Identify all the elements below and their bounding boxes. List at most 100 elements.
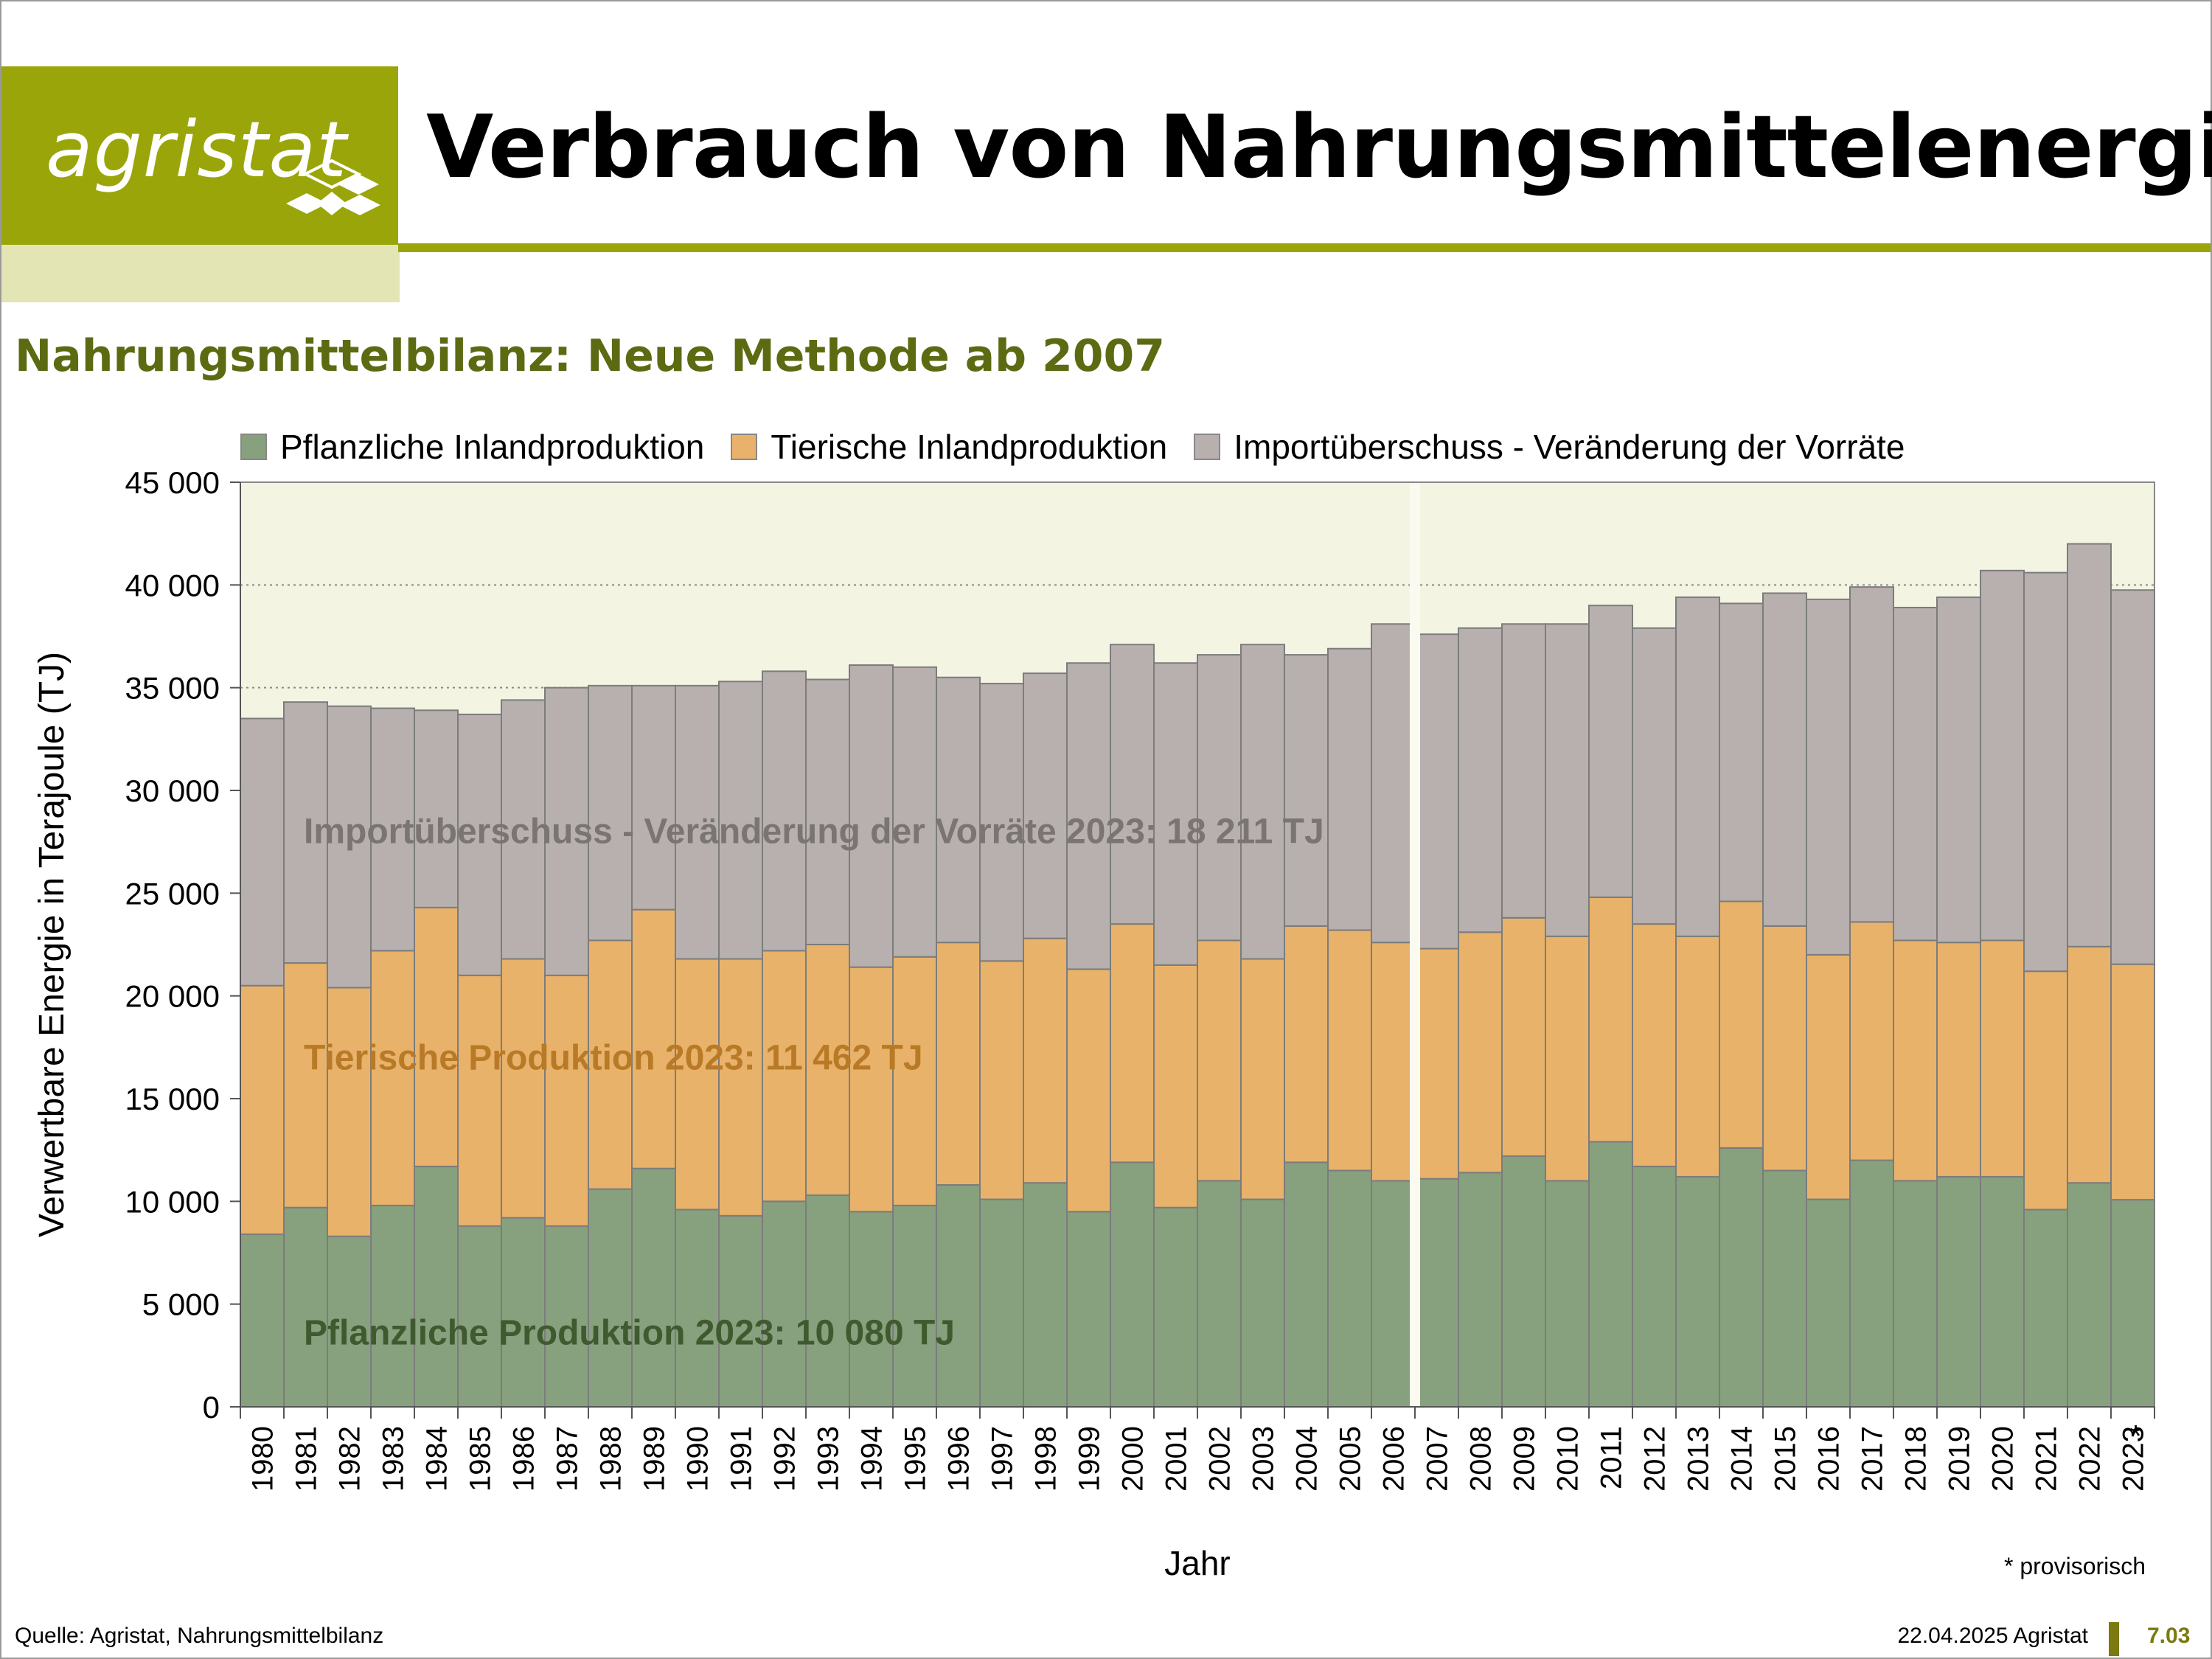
- x-tick-label: 2021: [2031, 1426, 2063, 1492]
- x-tick-label: 2015: [1770, 1426, 1802, 1492]
- bar-segment-tierisch: [762, 950, 807, 1203]
- bar-segment-pflanzlich: [1414, 1178, 1459, 1408]
- bar-segment-import: [1458, 627, 1503, 933]
- bar-segment-import: [1588, 605, 1633, 898]
- x-tick-label: 2019: [1944, 1426, 1976, 1492]
- bar-segment-pflanzlich: [762, 1200, 807, 1408]
- x-tick-label: 1994: [856, 1426, 888, 1492]
- bar-segment-tierisch: [1936, 942, 1981, 1178]
- bar-segment-pflanzlich: [2110, 1199, 2155, 1408]
- bar-segment-pflanzlich: [1458, 1172, 1503, 1408]
- legend-swatch-import: [1194, 434, 1221, 460]
- y-tick-label: 20 000: [125, 979, 220, 1014]
- bar-segment-pflanzlich: [240, 1233, 285, 1408]
- x-tick-label: 2000: [1117, 1426, 1150, 1492]
- annotation-pflanzlich-2023: Pflanzliche Produktion 2023: 10 080 TJ: [304, 1314, 955, 1353]
- bar-segment-pflanzlich: [1719, 1147, 1764, 1408]
- bar-segment-pflanzlich: [1023, 1182, 1068, 1408]
- bar-segment-tierisch: [1501, 917, 1546, 1158]
- footer-page-number: 7.03: [2147, 1624, 2191, 1648]
- x-tick-label: 2014: [1726, 1426, 1759, 1492]
- bar-segment-tierisch: [1458, 931, 1503, 1174]
- bar-segment-import: [1849, 586, 1894, 923]
- title-rule: [398, 243, 2211, 252]
- x-tick-label: 1997: [987, 1426, 1019, 1492]
- y-tick-label: 30 000: [125, 773, 220, 808]
- bar-segment-pflanzlich: [805, 1194, 850, 1408]
- bar-segment-pflanzlich: [1240, 1198, 1285, 1408]
- bar-segment-tierisch: [1806, 953, 1851, 1200]
- bar-segment-tierisch: [1632, 923, 1677, 1167]
- bar-segment-import: [1066, 662, 1111, 970]
- bar-segment-pflanzlich: [457, 1225, 502, 1408]
- bar-segment-pflanzlich: [1327, 1169, 1372, 1408]
- x-tick-label: 1987: [552, 1426, 584, 1492]
- x-tick-label: 1984: [421, 1426, 453, 1492]
- x-tick-label: 2007: [1422, 1426, 1454, 1492]
- x-tick-label: 2016: [1813, 1426, 1846, 1492]
- bar-segment-pflanzlich: [327, 1235, 372, 1408]
- bar-segment-import: [675, 684, 720, 960]
- bar-segment-pflanzlich: [501, 1217, 546, 1408]
- bar-segment-tierisch: [2067, 945, 2112, 1184]
- bar-segment-tierisch: [675, 958, 720, 1211]
- x-tick-label: 2011: [1596, 1426, 1628, 1489]
- y-tick-label: 0: [203, 1390, 220, 1425]
- x-tick-label: 2013: [1683, 1426, 1715, 1492]
- y-tick-label: 40 000: [125, 568, 220, 602]
- bar-segment-import: [283, 701, 328, 964]
- bar-segment-pflanzlich: [1501, 1155, 1546, 1408]
- x-tick-label: 2023: [2118, 1426, 2150, 1492]
- x-tick-label: 2001: [1161, 1426, 1193, 1492]
- bar-segment-pflanzlich: [1936, 1175, 1981, 1408]
- bar-segment-tierisch: [1893, 939, 1938, 1182]
- x-tick-label: 2009: [1509, 1426, 1541, 1492]
- agristat-logo: agristat: [1, 66, 398, 245]
- bar-segment-pflanzlich: [979, 1198, 1024, 1408]
- bar-segment-tierisch: [544, 974, 589, 1227]
- bar-segment-import: [1762, 592, 1807, 927]
- bar-segment-tierisch: [718, 958, 763, 1217]
- provisional-marker: *: [2129, 1419, 2141, 1453]
- bar-segment-tierisch: [1110, 923, 1155, 1164]
- bar-segment-tierisch: [2110, 963, 2155, 1201]
- bar-segment-import: [1240, 644, 1285, 960]
- footer-source: Quelle: Agristat, Nahrungsmittelbilanz: [15, 1624, 384, 1648]
- bar-segment-pflanzlich: [588, 1188, 633, 1408]
- bar-segment-import: [1719, 602, 1764, 902]
- bar-segment-import: [2023, 571, 2068, 973]
- bar-segment-tierisch: [457, 974, 502, 1227]
- bar-segment-import: [1327, 647, 1372, 931]
- x-tick-label: 1983: [378, 1426, 410, 1492]
- bar-segment-import: [327, 705, 372, 989]
- x-tick-label: 2002: [1204, 1426, 1237, 1492]
- bar-segment-tierisch: [414, 906, 459, 1167]
- bar-segment-import: [2067, 543, 2112, 947]
- bar-segment-tierisch: [1153, 964, 1198, 1208]
- x-tick-label: 2017: [1857, 1426, 1889, 1492]
- bar-segment-tierisch: [805, 944, 850, 1196]
- bar-segment-pflanzlich: [1545, 1180, 1590, 1408]
- legend-item-tierisch: Tierische Inlandproduktion: [731, 427, 1167, 467]
- x-tick-label: 2003: [1248, 1426, 1280, 1492]
- legend-item-pflanzlich: Pflanzliche Inlandproduktion: [240, 427, 704, 467]
- y-tick-label: 5 000: [142, 1287, 220, 1322]
- x-tick-label: 1980: [247, 1426, 279, 1492]
- bar-segment-import: [1197, 654, 1242, 942]
- x-tick-label: 2012: [1639, 1426, 1672, 1492]
- bar-segment-pflanzlich: [1110, 1161, 1155, 1408]
- bar-segment-import: [1110, 644, 1155, 925]
- bar-segment-import: [1893, 606, 1938, 942]
- bar-segment-tierisch: [892, 956, 937, 1206]
- bar-segment-pflanzlich: [1066, 1211, 1111, 1408]
- bar-segment-tierisch: [1762, 925, 1807, 1172]
- x-tick-label: 2010: [1552, 1426, 1585, 1492]
- bar-segment-pflanzlich: [1675, 1175, 1720, 1408]
- bar-segment-tierisch: [1414, 947, 1459, 1180]
- bar-segment-pflanzlich: [1371, 1180, 1416, 1408]
- bar-segment-pflanzlich: [1153, 1206, 1198, 1408]
- bar-segment-pflanzlich: [892, 1204, 937, 1408]
- bar-segment-pflanzlich: [2067, 1182, 2112, 1408]
- x-tick-label: 1995: [900, 1426, 932, 1492]
